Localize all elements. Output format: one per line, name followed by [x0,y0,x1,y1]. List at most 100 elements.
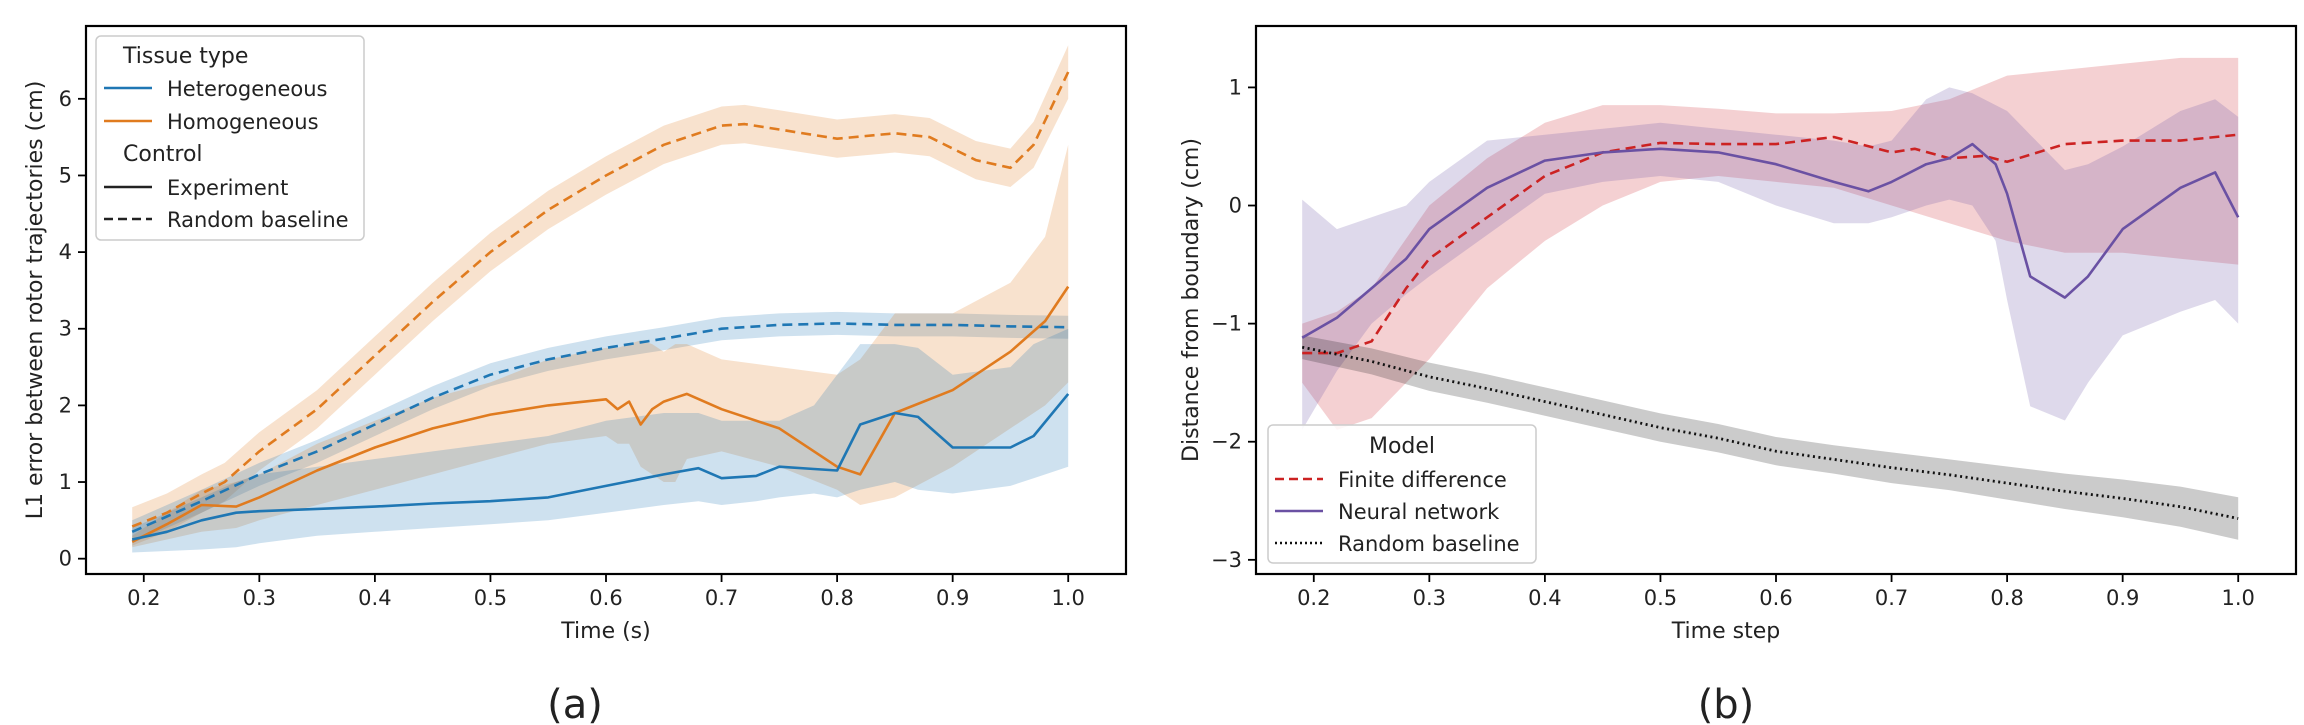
series-band-b-2 [1302,87,2239,430]
series-line-b-2 [1301,142,2240,339]
series-band-b-0 [1302,57,2239,430]
caption-b: (b) [1698,682,1755,725]
caption-a: (a) [547,682,603,725]
y-tick-label-a: 3 [59,317,72,341]
x-tick-label-a: 0.2 [127,586,160,610]
y-tick-a: 0 [59,547,86,571]
x-tick-label-a: 0.8 [820,586,853,610]
legend-label-homogeneous: Homogeneous [167,110,319,134]
y-tick-label-a: 0 [59,547,72,571]
x-tick-a: 0.4 [358,574,392,610]
y-tick-a: 5 [59,163,86,187]
x-tick-a: 1.0 [1052,574,1085,610]
x-tick-label-b: 1.0 [2222,586,2255,610]
series-band-a-0 [132,45,1069,546]
series-band-b-3 [1302,335,2239,540]
series-line-a-1 [131,322,1069,533]
x-tick-b: 0.9 [2106,574,2139,610]
legend-a: Tissue type Heterogeneous Homogeneous Co… [95,35,365,241]
legend-title-model: Model [1369,434,1435,459]
y-tick-a: 6 [59,87,86,111]
y-tick-a: 2 [59,393,86,417]
x-ticks-a: 0.2 0.3 0.4 0.5 0.6 0.7 0.8 0.9 1.0 [127,574,1085,610]
x-tick-label-b: 0.2 [1297,586,1330,610]
x-axis-label-a: Time (s) [560,619,650,644]
x-tick-a: 0.5 [474,574,507,610]
x-ticks-b: 0.2 0.3 0.4 0.5 0.6 0.7 0.8 0.9 1.0 [1297,574,2255,610]
x-tick-a: 0.2 [127,574,160,610]
x-tick-b: 0.5 [1644,574,1677,610]
chart-panel-a: 0.2 0.3 0.4 0.5 0.6 0.7 0.8 0.9 1.0 0 1 2 3 4 5 6 Time… [23,24,1128,725]
series-line-a-3 [131,393,1070,541]
x-tick-label-a: 0.6 [589,586,622,610]
y-tick-label-b: 1 [1229,75,1242,99]
y-tick-a: 1 [59,470,86,494]
x-tick-a: 0.8 [820,574,854,610]
x-tick-label-b: 0.6 [1759,586,1792,610]
y-tick-label-a: 2 [59,393,72,417]
chart-panel-b: 0.2 0.3 0.4 0.5 0.6 0.7 0.8 0.9 1.0 1 0 −1 −2 −3 Tim… [1179,24,2298,725]
x-tick-label-b: 0.7 [1875,586,1908,610]
series-band-a-1 [132,311,1069,544]
y-tick-label-b: 0 [1229,194,1242,218]
y-tick-b: −3 [1211,548,1256,572]
x-tick-b: 1.0 [2222,574,2255,610]
y-tick-label-a: 1 [59,470,72,494]
x-tick-b: 0.6 [1759,574,1793,610]
y-ticks-b: 1 0 −1 −2 −3 [1211,75,1256,572]
y-tick-a: 3 [59,317,86,341]
x-tick-b: 0.8 [1990,574,2024,610]
x-tick-label-a: 0.5 [474,586,507,610]
series-line-b-3 [1301,345,2239,520]
y-ticks-a: 0 1 2 3 4 5 6 [59,87,86,571]
y-axis-label-b: Distance from boundary (cm) [1179,138,1204,462]
legend-label-neural-network: Neural network [1338,500,1500,524]
legend-label-random-baseline-b: Random baseline [1338,532,1520,556]
x-tick-label-a: 0.7 [705,586,738,610]
x-tick-a: 0.3 [243,574,276,610]
x-tick-b: 0.2 [1297,574,1330,610]
x-tick-label-b: 0.9 [2106,586,2139,610]
series-band-a-3 [132,328,1069,553]
line-group-b [1301,133,2240,520]
y-tick-b: 0 [1229,194,1256,218]
series-line-b-1 [1302,133,2239,355]
y-tick-label-b: −1 [1211,312,1242,336]
y-tick-label-b: −3 [1211,548,1242,572]
x-axis-label-b: Time step [1671,619,1780,644]
legend-label-random-baseline-a: Random baseline [167,208,349,232]
x-tick-b: 0.4 [1528,574,1562,610]
x-tick-a: 0.9 [936,574,969,610]
x-tick-a: 0.6 [589,574,623,610]
x-tick-b: 0.3 [1413,574,1446,610]
y-tick-a: 4 [59,240,86,264]
y-tick-b: 1 [1229,75,1256,99]
legend-label-experiment: Experiment [167,176,288,200]
legend-frame-a [95,35,365,241]
x-tick-label-a: 0.9 [936,586,969,610]
series-band-a-2 [132,144,1069,548]
x-tick-b: 0.7 [1875,574,1908,610]
band-group-a [132,45,1069,553]
legend-title-control: Control [123,142,203,167]
band-group-b [1302,57,2239,540]
x-tick-label-b: 0.4 [1528,586,1561,610]
y-tick-label-a: 5 [59,163,72,187]
y-tick-label-b: −2 [1211,430,1242,454]
line-group-a [131,71,1070,543]
series-line-a-2 [131,285,1070,543]
series-line-a-0 [131,71,1070,528]
y-tick-b: −1 [1211,312,1256,336]
x-tick-label-a: 1.0 [1052,586,1085,610]
legend-b: Model Finite difference Neural network R… [1267,424,1537,564]
x-tick-label-b: 0.8 [1990,586,2023,610]
y-tick-label-a: 6 [59,87,72,111]
legend-label-finite-difference: Finite difference [1338,468,1507,492]
y-axis-label-a: L1 error between rotor trajectories (cm) [23,81,48,520]
x-tick-label-b: 0.3 [1413,586,1446,610]
x-tick-label-b: 0.5 [1644,586,1677,610]
x-tick-a: 0.7 [705,574,738,610]
y-tick-label-a: 4 [59,240,72,264]
legend-frame-b [1267,424,1537,564]
